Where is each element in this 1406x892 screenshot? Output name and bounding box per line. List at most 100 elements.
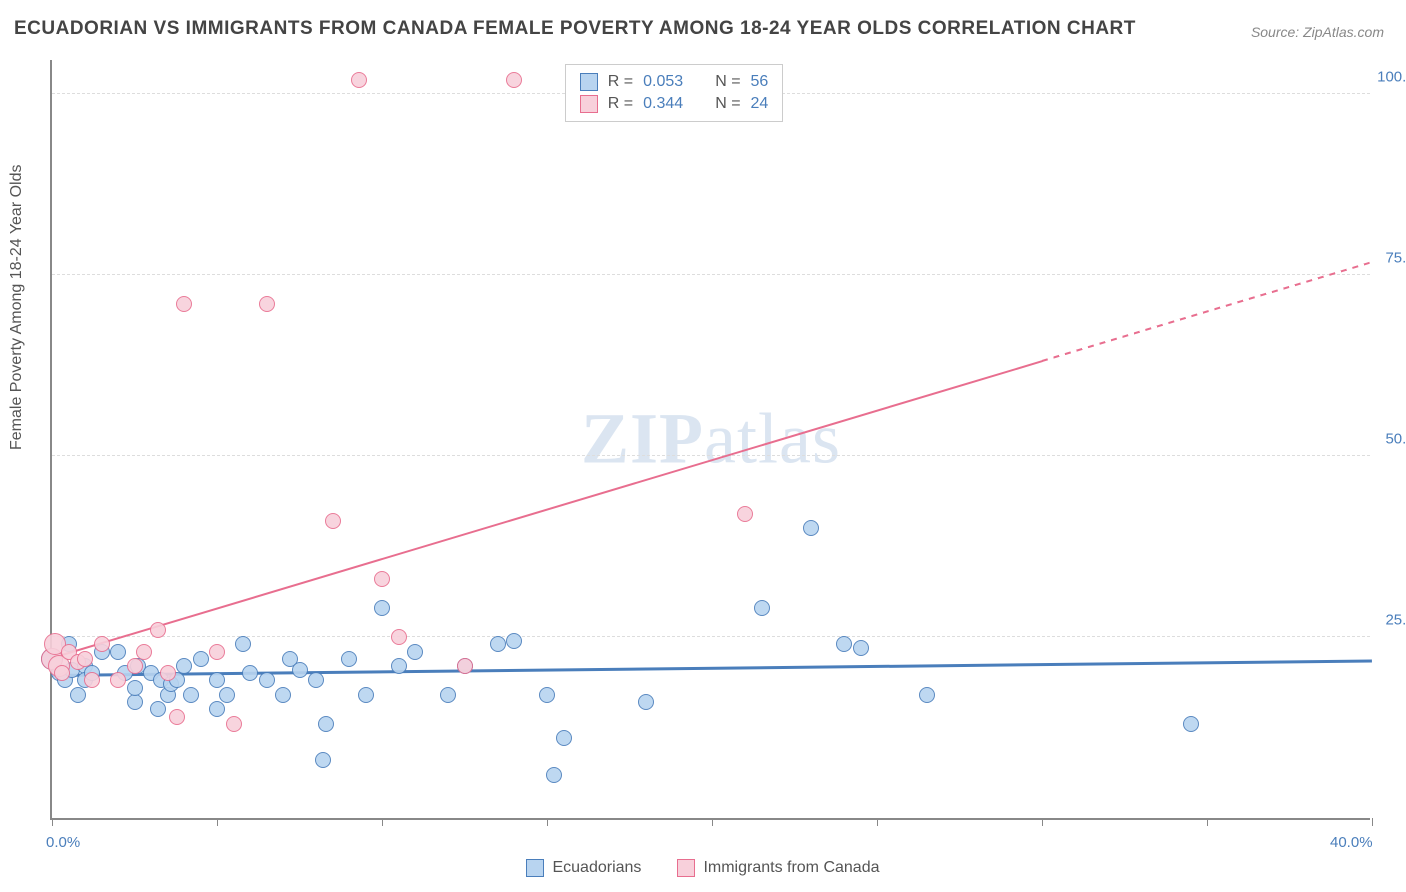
data-point-ecuadorians — [836, 636, 852, 652]
data-point-ecuadorians — [374, 600, 390, 616]
scatter-plot: ZIPatlas 25.0%50.0%75.0%100.0% — [50, 60, 1370, 820]
x-tick — [382, 818, 383, 826]
data-point-ecuadorians — [127, 680, 143, 696]
data-point-ecuadorians — [150, 701, 166, 717]
data-point-ecuadorians — [127, 694, 143, 710]
data-point-ecuadorians — [440, 687, 456, 703]
data-point-ecuadorians — [242, 665, 258, 681]
legend-label: Immigrants from Canada — [703, 859, 879, 877]
y-tick-label: 100.0% — [1377, 69, 1406, 86]
data-point-canada — [110, 672, 126, 688]
n-label: N = — [715, 73, 740, 91]
data-point-ecuadorians — [490, 636, 506, 652]
y-tick-label: 25.0% — [1385, 612, 1406, 629]
data-point-canada — [737, 506, 753, 522]
data-point-canada — [77, 651, 93, 667]
source-label: Source: ZipAtlas.com — [1251, 24, 1384, 40]
trendline-canada-dashed — [1042, 261, 1373, 362]
data-point-ecuadorians — [391, 658, 407, 674]
data-point-canada — [136, 644, 152, 660]
data-point-canada — [209, 644, 225, 660]
data-point-ecuadorians — [546, 767, 562, 783]
data-point-canada — [259, 296, 275, 312]
data-point-ecuadorians — [219, 687, 235, 703]
data-point-ecuadorians — [193, 651, 209, 667]
data-point-ecuadorians — [110, 644, 126, 660]
n-value: 56 — [751, 73, 769, 91]
data-point-ecuadorians — [556, 730, 572, 746]
watermark: ZIPatlas — [581, 398, 841, 481]
data-point-ecuadorians — [1183, 716, 1199, 732]
x-tick — [1207, 818, 1208, 826]
data-point-canada — [457, 658, 473, 674]
legend-swatch — [526, 859, 544, 877]
n-value: 24 — [751, 95, 769, 113]
data-point-ecuadorians — [318, 716, 334, 732]
x-tick-label: 0.0% — [46, 834, 80, 851]
data-point-canada — [506, 72, 522, 88]
data-point-canada — [84, 672, 100, 688]
n-label: N = — [715, 95, 740, 113]
data-point-canada — [374, 571, 390, 587]
data-point-canada — [160, 665, 176, 681]
data-point-ecuadorians — [275, 687, 291, 703]
trendline-canada — [52, 360, 1043, 659]
data-point-canada — [150, 622, 166, 638]
legend-stats-row: R = 0.344 N = 24 — [580, 93, 769, 115]
legend-swatch — [580, 95, 598, 113]
data-point-ecuadorians — [209, 701, 225, 717]
data-point-canada — [351, 72, 367, 88]
data-point-ecuadorians — [358, 687, 374, 703]
x-tick-label: 40.0% — [1330, 834, 1373, 851]
r-value: 0.053 — [643, 73, 683, 91]
r-value: 0.344 — [643, 95, 683, 113]
y-axis-label: Female Poverty Among 18-24 Year Olds — [8, 165, 26, 451]
data-point-canada — [391, 629, 407, 645]
data-point-ecuadorians — [638, 694, 654, 710]
y-tick-label: 75.0% — [1385, 250, 1406, 267]
x-tick — [52, 818, 53, 826]
data-point-ecuadorians — [341, 651, 357, 667]
x-tick — [1372, 818, 1373, 826]
data-point-ecuadorians — [308, 672, 324, 688]
data-point-ecuadorians — [539, 687, 555, 703]
data-point-ecuadorians — [506, 633, 522, 649]
data-point-ecuadorians — [754, 600, 770, 616]
legend-stats-row: R = 0.053 N = 56 — [580, 71, 769, 93]
data-point-ecuadorians — [209, 672, 225, 688]
r-label: R = — [608, 95, 633, 113]
data-point-ecuadorians — [235, 636, 251, 652]
legend-bottom: Ecuadorians Immigrants from Canada — [0, 859, 1406, 882]
r-label: R = — [608, 73, 633, 91]
data-point-canada — [176, 296, 192, 312]
data-point-ecuadorians — [803, 520, 819, 536]
data-point-ecuadorians — [259, 672, 275, 688]
x-tick — [547, 818, 548, 826]
x-tick — [877, 818, 878, 826]
data-point-ecuadorians — [919, 687, 935, 703]
data-point-ecuadorians — [183, 687, 199, 703]
x-tick — [1042, 818, 1043, 826]
legend-item: Ecuadorians — [526, 859, 641, 877]
gridline — [52, 455, 1370, 456]
data-point-canada — [127, 658, 143, 674]
data-point-canada — [325, 513, 341, 529]
gridline — [52, 636, 1370, 637]
data-point-canada — [226, 716, 242, 732]
legend-label: Ecuadorians — [552, 859, 641, 877]
data-point-canada — [169, 709, 185, 725]
data-point-ecuadorians — [315, 752, 331, 768]
legend-item: Immigrants from Canada — [677, 859, 879, 877]
data-point-ecuadorians — [70, 687, 86, 703]
data-point-ecuadorians — [176, 658, 192, 674]
data-point-ecuadorians — [407, 644, 423, 660]
x-tick — [217, 818, 218, 826]
data-point-canada — [94, 636, 110, 652]
legend-swatch — [677, 859, 695, 877]
data-point-ecuadorians — [853, 640, 869, 656]
data-point-canada — [54, 665, 70, 681]
x-tick — [712, 818, 713, 826]
gridline — [52, 274, 1370, 275]
legend-swatch — [580, 73, 598, 91]
data-point-ecuadorians — [292, 662, 308, 678]
